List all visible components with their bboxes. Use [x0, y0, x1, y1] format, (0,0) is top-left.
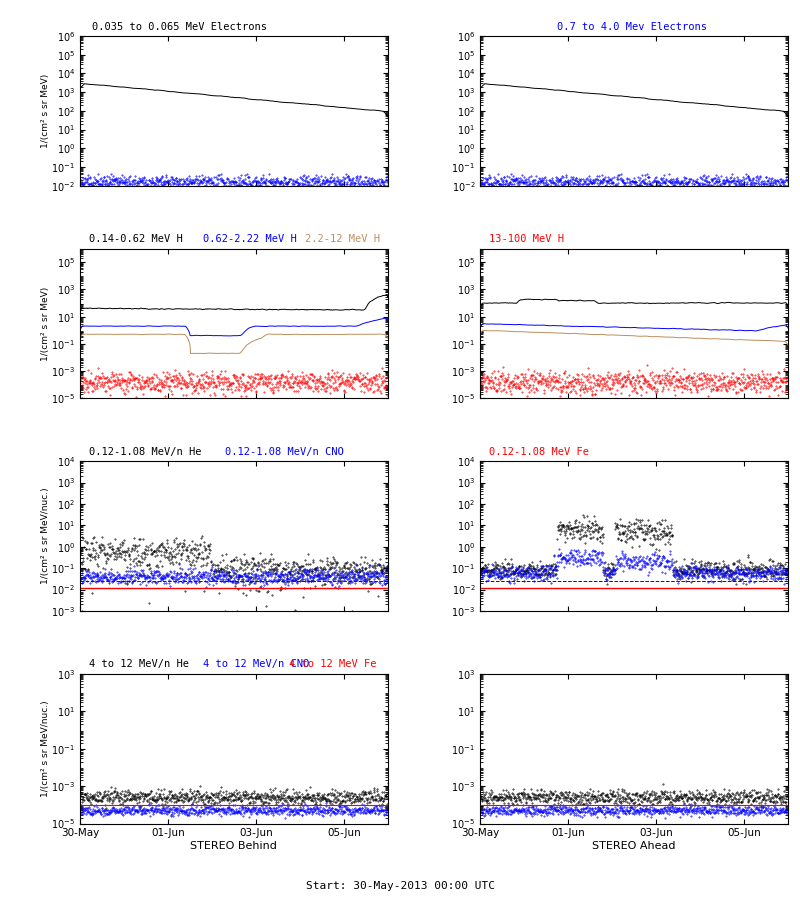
- Text: 4 to 12 MeV/n He: 4 to 12 MeV/n He: [90, 660, 190, 670]
- Text: Start: 30-May-2013 00:00 UTC: Start: 30-May-2013 00:00 UTC: [306, 881, 494, 891]
- Y-axis label: 1/(cm² s sr MeV): 1/(cm² s sr MeV): [41, 74, 50, 148]
- Text: 0.12-1.08 MeV Fe: 0.12-1.08 MeV Fe: [490, 446, 590, 456]
- Text: 13-100 MeV H: 13-100 MeV H: [490, 234, 565, 244]
- Text: 0.7 to 4.0 Mev Electrons: 0.7 to 4.0 Mev Electrons: [557, 22, 707, 32]
- Text: 0.12-1.08 MeV/n He: 0.12-1.08 MeV/n He: [90, 446, 202, 456]
- Text: 0.62-2.22 MeV H: 0.62-2.22 MeV H: [203, 234, 297, 244]
- Y-axis label: 1/(cm² s sr MeV): 1/(cm² s sr MeV): [41, 286, 50, 361]
- Text: 4 to 12 MeV/n CNO: 4 to 12 MeV/n CNO: [203, 660, 310, 670]
- Text: 0.035 to 0.065 MeV Electrons: 0.035 to 0.065 MeV Electrons: [92, 22, 267, 32]
- Text: 0.12-1.08 MeV/n CNO: 0.12-1.08 MeV/n CNO: [225, 446, 343, 456]
- Text: 2.2-12 MeV H: 2.2-12 MeV H: [305, 234, 380, 244]
- Y-axis label: 1/(cm² s sr MeV/nuc.): 1/(cm² s sr MeV/nuc.): [41, 700, 50, 797]
- Y-axis label: 1/(cm² s sr MeV/nuc.): 1/(cm² s sr MeV/nuc.): [41, 488, 50, 584]
- X-axis label: STEREO Behind: STEREO Behind: [190, 842, 278, 851]
- X-axis label: STEREO Ahead: STEREO Ahead: [592, 842, 676, 851]
- Text: 0.14-0.62 MeV H: 0.14-0.62 MeV H: [90, 234, 183, 244]
- Text: 4 to 12 MeV Fe: 4 to 12 MeV Fe: [290, 660, 377, 670]
